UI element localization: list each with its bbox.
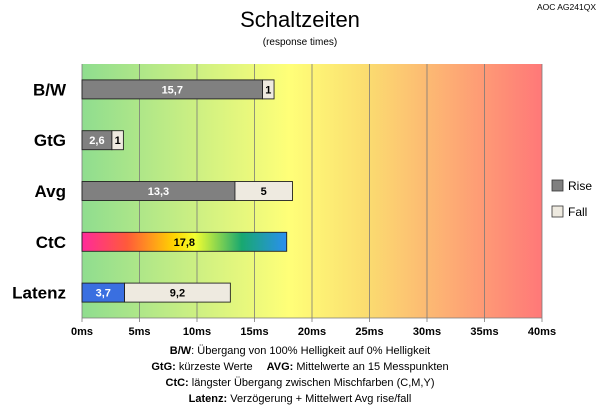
footnote-ctc-key: CtC: (166, 377, 189, 389)
category-labels: B/W GtG Avg CtC Latenz (12, 80, 67, 302)
footnote-bw-text: : Übergang von 100% Helligkeit auf 0% He… (191, 345, 430, 357)
footnotes: B/W: Übergang von 100% Helligkeit auf 0%… (151, 345, 448, 405)
footnote-gtg-text: kürzeste Werte (176, 361, 253, 373)
bar-label-rise: 13,3 (148, 186, 169, 198)
footnote-ctc: CtC: längster Übergang zwischen Mischfar… (166, 377, 435, 389)
x-tick-label: 0ms (71, 326, 93, 338)
bar-fall (234, 181, 293, 201)
bar-fall (262, 79, 275, 100)
x-tick-labels: 0ms 5ms 10ms 15ms 20ms 25ms 30ms 35ms 40ms (71, 326, 556, 338)
footnote-latenz: Latenz: Verzögerung + Mittelwert Avg ris… (189, 393, 412, 405)
bar-label-ctc: 17,8 (174, 237, 195, 249)
x-tick-label: 10ms (183, 326, 211, 338)
bar-ctc (81, 231, 288, 252)
bar-label-fall: 9,2 (170, 288, 185, 300)
footnote-bw: B/W: Übergang von 100% Helligkeit auf 0%… (170, 345, 430, 357)
bar-label-rise: 2,6 (89, 135, 104, 147)
category-label: B/W (33, 80, 67, 99)
legend-label-fall: Fall (568, 205, 587, 219)
chart-subtitle: (response times) (263, 37, 337, 48)
footnote-ctc-text: längster Übergang zwischen Mischfarben (… (189, 377, 435, 389)
category-label: Avg (35, 182, 67, 201)
x-tick-label: 15ms (240, 326, 268, 338)
footnote-avg-text: Mittelwerte an 15 Messpunkten (293, 361, 448, 373)
legend-label-rise: Rise (568, 179, 592, 193)
x-tick-label: 30ms (413, 326, 441, 338)
legend-swatch-fall (551, 205, 564, 218)
bar-label-rise: 15,7 (162, 84, 183, 96)
x-tick-label: 20ms (298, 326, 326, 338)
footnote-latenz-text: Verzögerung + Mittelwert Avg rise/fall (227, 393, 411, 405)
model-tag: AOC AG241QX (537, 2, 596, 12)
footnote-gtg-avg: GtG: kürzeste Werte AVG: Mittelwerte an 1… (151, 361, 448, 373)
bar-label-rise: 3,7 (96, 288, 111, 300)
x-tick-label: 25ms (355, 326, 383, 338)
category-label: GtG (34, 131, 66, 150)
legend: Rise Fall (551, 179, 592, 219)
x-tick-label: 35ms (470, 326, 498, 338)
bar-label-fall: 1 (265, 84, 271, 96)
bar-fall (111, 130, 124, 151)
category-label: Latenz (12, 284, 66, 303)
bars: 15,7 1 2,6 1 13,3 5 17,8 3,7 9,2 (81, 79, 293, 303)
x-tick-label: 40ms (528, 326, 556, 338)
bar-fall (124, 282, 231, 303)
footnote-gtg-key: GtG: (151, 361, 175, 373)
footnote-bw-key: B/W (170, 345, 192, 357)
bar-label-fall: 1 (115, 135, 121, 147)
chart-title: Schaltzeiten (240, 7, 360, 32)
bar-label-fall: 5 (261, 186, 267, 198)
legend-swatch-rise (551, 179, 564, 192)
footnote-latenz-key: Latenz: (189, 393, 228, 405)
x-tick-label: 5ms (128, 326, 150, 338)
category-label: CtC (36, 233, 66, 252)
footnote-avg-key: AVG: (267, 361, 294, 373)
